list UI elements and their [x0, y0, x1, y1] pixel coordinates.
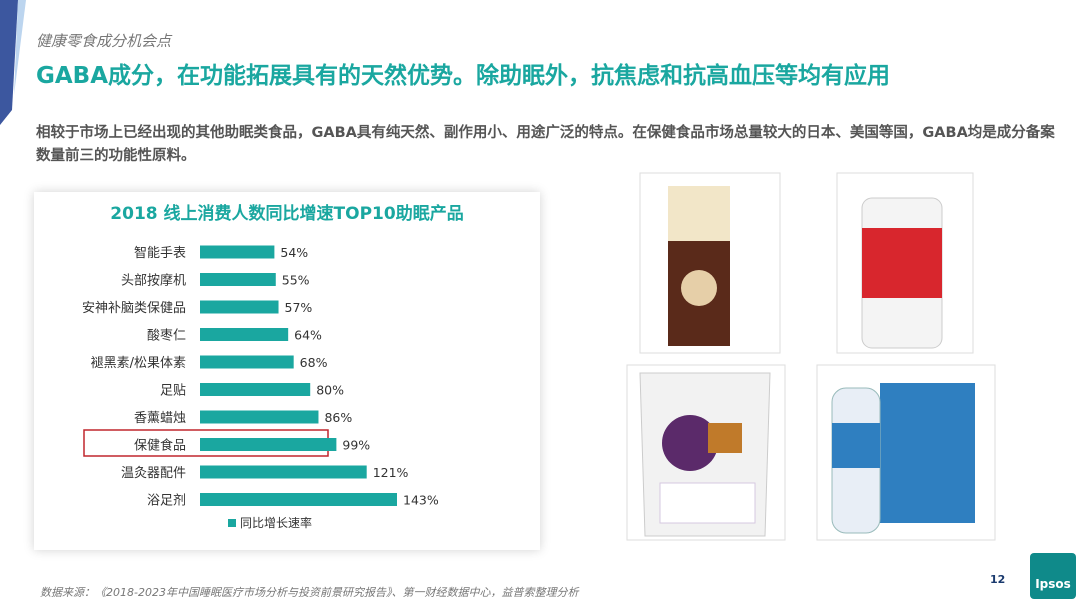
- chart: 2018 线上消费人数同比增速TOP10助眠产品 智能手表 54% 头部按摩机 55%…: [82, 203, 464, 530]
- data-label: 121%: [373, 465, 409, 480]
- bar: [200, 493, 397, 506]
- y-tick-label: 智能手表: [134, 246, 186, 261]
- data-label: 86%: [324, 410, 352, 425]
- y-tick-label: 酸枣仁: [147, 329, 186, 344]
- product-images: [626, 172, 996, 541]
- product-shape: [662, 415, 718, 471]
- y-tick-label: 安神补脑类保健品: [82, 301, 186, 316]
- data-label: 64%: [294, 328, 322, 343]
- chart-panel: 2018 线上消费人数同比增速TOP10助眠产品 智能手表 54% 头部按摩机 55%…: [34, 192, 540, 550]
- legend-label: 同比增长速率: [240, 515, 312, 530]
- data-label: 54%: [280, 245, 308, 260]
- section-label: 健康零食成分机会点: [36, 32, 172, 50]
- data-label: 68%: [300, 355, 328, 370]
- product-shape: [668, 186, 730, 241]
- product-shape: [862, 228, 942, 298]
- data-label: 55%: [282, 273, 310, 288]
- body-text: 相较于市场上已经出现的其他助眠类食品，GABA具有纯天然、副作用小、用途广泛的特…: [36, 125, 1055, 164]
- bar: [200, 245, 275, 259]
- y-tick-label: 温灸器配件: [121, 466, 186, 481]
- data-label: 80%: [316, 383, 344, 398]
- y-tick-label: 香薰蜡烛: [134, 411, 186, 426]
- accent: [0, 0, 26, 125]
- y-tick-label: 保健食品: [134, 438, 186, 454]
- logo: Ipsos: [1030, 553, 1076, 599]
- product-shape: [708, 423, 742, 453]
- bar: [200, 300, 279, 314]
- product-shape: [659, 482, 756, 524]
- bar: [200, 355, 294, 369]
- data-label: 57%: [285, 300, 313, 315]
- y-tick-label: 褪黑素/松果体素: [91, 356, 186, 371]
- bar: [200, 383, 311, 396]
- bar: [200, 438, 337, 451]
- bar: [200, 273, 276, 286]
- chart-title: 2018 线上消费人数同比增速TOP10助眠产品: [110, 203, 463, 224]
- y-tick-label: 头部按摩机: [121, 273, 186, 289]
- legend-swatch: [228, 519, 236, 527]
- page-number: 12: [990, 573, 1006, 586]
- bar: [200, 410, 319, 424]
- y-tick-label: 足贴: [160, 384, 186, 399]
- bar: [200, 465, 367, 479]
- product-shape: [681, 270, 717, 306]
- y-tick-label: 浴足剂: [147, 494, 186, 509]
- source-note: 数据来源：《2018-2023年中国睡眠医疗市场分析与投资前景研究报告》、第一财…: [40, 586, 579, 599]
- bar: [200, 328, 289, 341]
- product-shape: [880, 383, 975, 523]
- data-label: 99%: [342, 438, 370, 453]
- product-shape: [832, 423, 880, 468]
- slide-title: GABA成分，在功能拓展具有的天然优势。除助眠外，抗焦虑和抗高血压等均有应用: [36, 63, 891, 89]
- data-label: 143%: [403, 493, 439, 508]
